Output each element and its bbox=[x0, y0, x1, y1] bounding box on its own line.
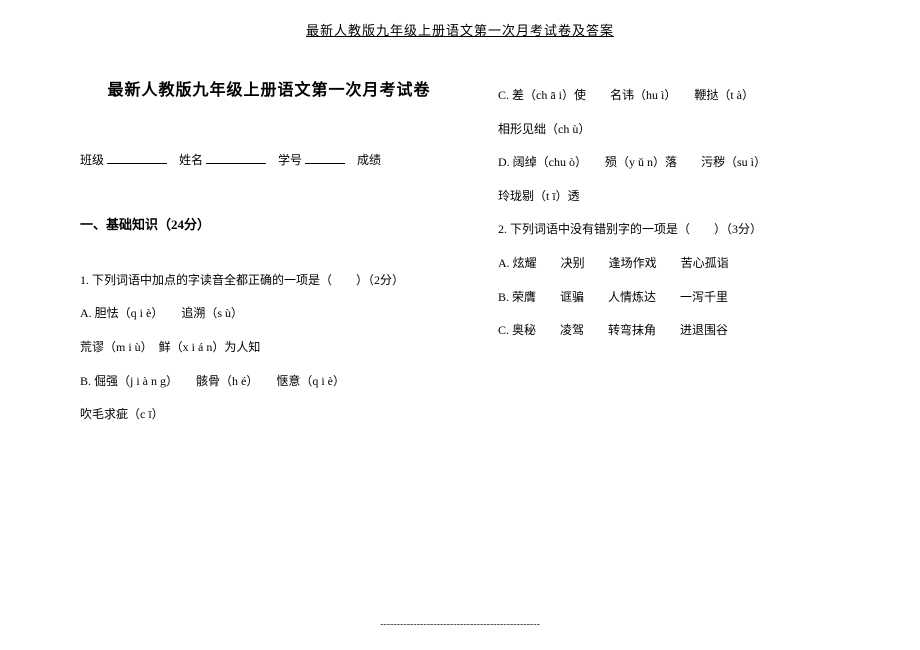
q2-option-b: B. 荣膺 诓骗 人情炼达 一泻千里 bbox=[498, 281, 840, 315]
class-label: 班级 bbox=[80, 153, 104, 167]
right-column: C. 差（ch ā i）使 名讳（hu ì） 鞭挞（t à） 相形见绌（ch ù… bbox=[498, 69, 840, 432]
page-header-title: 最新人教版九年级上册语文第一次月考试卷及答案 bbox=[80, 20, 840, 39]
q1-option-d-line2: 玲珑剔（t ī）透 bbox=[498, 180, 840, 214]
q1-stem: 1. 下列词语中加点的字读音全都正确的一项是（ ）（2分） bbox=[80, 264, 458, 298]
q1-option-a-line1: A. 胆怯（q i è） 追溯（s ù） bbox=[80, 297, 458, 331]
q1-option-b-line2: 吹毛求疵（c ī） bbox=[80, 398, 458, 432]
name-blank[interactable] bbox=[206, 151, 266, 164]
student-info-line: 班级 姓名 学号 成绩 bbox=[80, 144, 458, 178]
q1-option-c-line2: 相形见绌（ch ù） bbox=[498, 113, 840, 147]
q2-option-a: A. 炫耀 决别 逢场作戏 苦心孤诣 bbox=[498, 247, 840, 281]
score-label: 成绩 bbox=[357, 153, 381, 167]
name-label: 姓名 bbox=[179, 153, 203, 167]
left-column: 最新人教版九年级上册语文第一次月考试卷 班级 姓名 学号 成绩 一、基础知识（2… bbox=[80, 69, 458, 432]
class-blank[interactable] bbox=[107, 151, 167, 164]
footer-separator: ----------------------------------------… bbox=[0, 619, 920, 630]
q2-option-c: C. 奥秘 凌驾 转弯抹角 进退围谷 bbox=[498, 314, 840, 348]
exam-title: 最新人教版九年级上册语文第一次月考试卷 bbox=[80, 69, 458, 114]
two-column-layout: 最新人教版九年级上册语文第一次月考试卷 班级 姓名 学号 成绩 一、基础知识（2… bbox=[80, 69, 840, 432]
id-blank[interactable] bbox=[305, 151, 345, 164]
q1-option-d-line1: D. 阔绰（chu ò） 殒（y ǔ n）落 污秽（su ì） bbox=[498, 146, 840, 180]
q2-stem: 2. 下列词语中没有错别字的一项是（ ）（3分） bbox=[498, 213, 840, 247]
q1-option-c-line1: C. 差（ch ā i）使 名讳（hu ì） 鞭挞（t à） bbox=[498, 79, 840, 113]
id-label: 学号 bbox=[278, 153, 302, 167]
q1-option-a-line2: 荒谬（m i ù） 鲜（x i á n）为人知 bbox=[80, 331, 458, 365]
q1-option-b-line1: B. 倔强（j i à n g） 骸骨（h é） 惬意（q i è） bbox=[80, 365, 458, 399]
section-1-title: 一、基础知识（24分） bbox=[80, 207, 458, 243]
exam-page: 最新人教版九年级上册语文第一次月考试卷及答案 最新人教版九年级上册语文第一次月考… bbox=[0, 0, 920, 650]
